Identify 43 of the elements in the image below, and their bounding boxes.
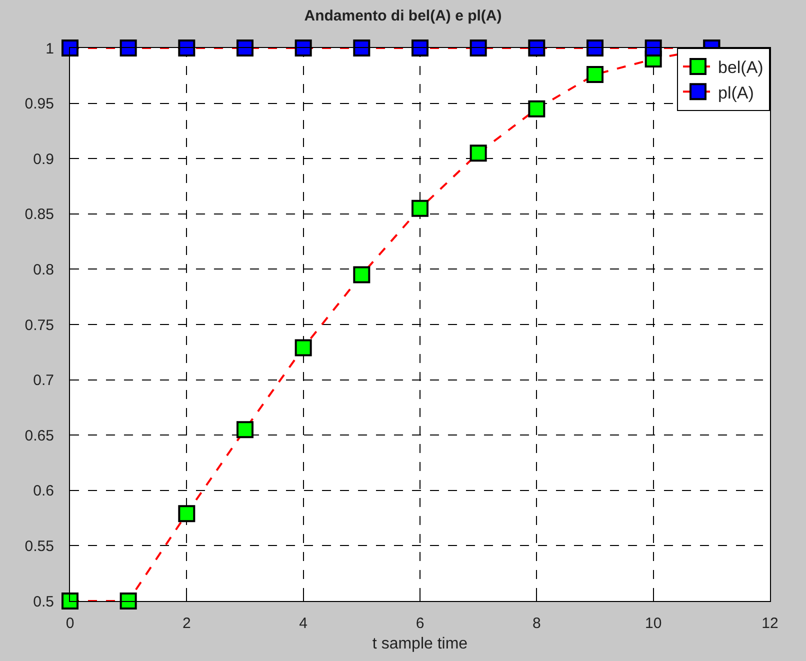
point [178,505,196,522]
x-tick-label: 2 [182,615,191,632]
point [353,40,370,56]
y-tick-label: 0.75 [24,316,54,334]
point [236,421,254,438]
point [586,66,604,84]
y-tick-label: 0.95 [24,96,54,113]
x-tick-label: 0 [66,615,74,632]
y-tick-label: 1 [46,40,54,58]
y-tick-label: 0.85 [24,206,54,224]
point [528,100,546,118]
y-tick-label: 0.65 [24,427,54,444]
point [470,40,487,56]
point [120,592,137,610]
point [586,40,604,56]
y-tick-label: 0.8 [33,261,54,278]
x-tick-label: 12 [762,615,778,632]
point [470,144,487,162]
y-tick-label: 0.9 [33,150,54,168]
x-tick-label: 6 [416,615,424,632]
point [178,40,196,56]
point [294,339,312,356]
x-tick-label: 4 [299,615,308,632]
x-tick-label: 10 [644,615,662,632]
y-tick-label: 0.55 [24,538,54,555]
legend-label: pl(A) [718,83,754,102]
point [412,200,428,217]
point [120,40,137,56]
legend-label: bel(A) [718,58,764,78]
y-tick-label: 0.5 [33,593,54,610]
point [62,40,78,56]
point [644,40,662,56]
point [412,40,428,56]
point [62,592,78,610]
x-axis-title: t sample time [372,636,468,653]
point [528,40,546,56]
point [236,40,254,56]
y-tick-label: 0.7 [33,372,54,390]
y-tick-label: 0.6 [33,482,54,500]
point [294,40,312,56]
point [353,266,370,284]
x-tick-label: 8 [532,615,541,632]
chart-title: Andamento di bel(A) e pl(A) [304,7,502,24]
